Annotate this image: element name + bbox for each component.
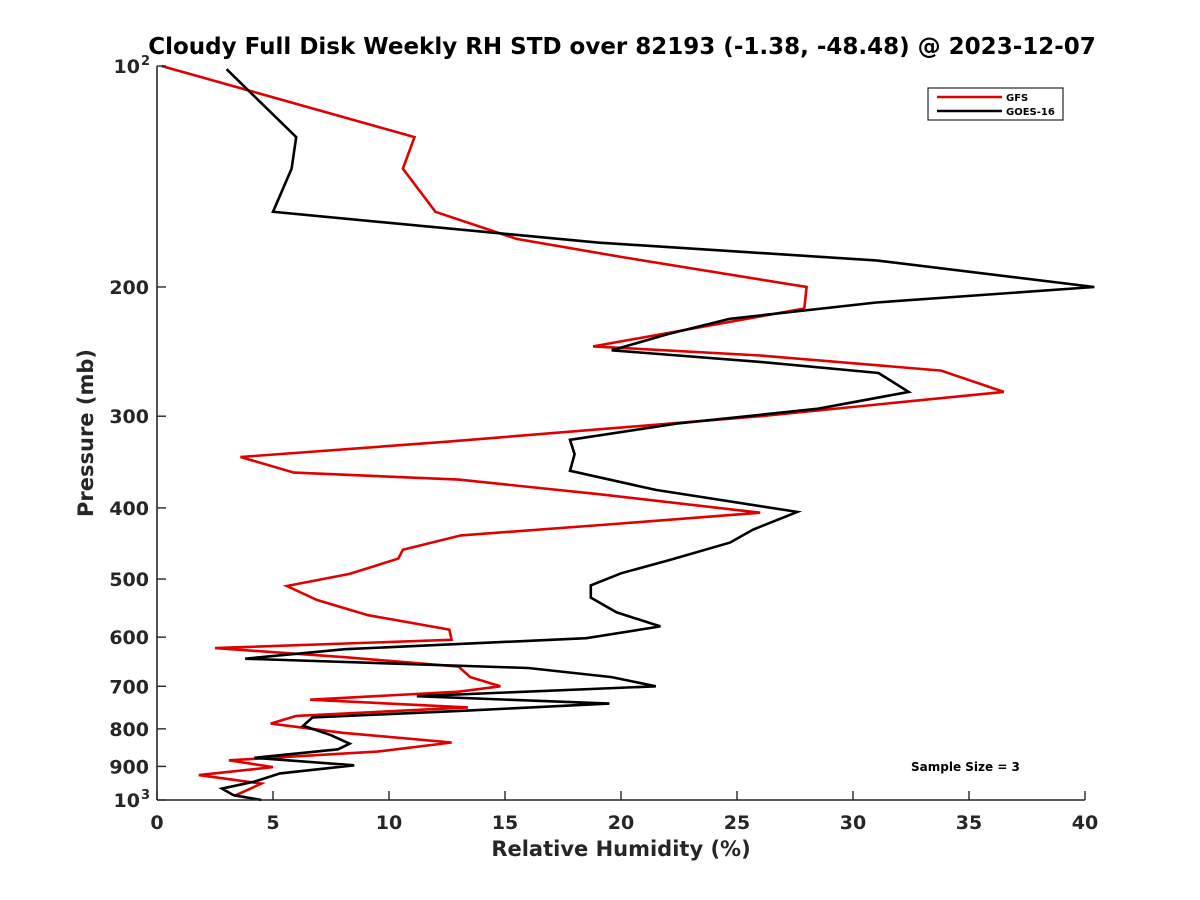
y-tick-label: 300	[109, 406, 149, 428]
y-tick-label: 10	[114, 790, 140, 812]
y-tick-label: 700	[109, 676, 149, 698]
x-tick-label: 15	[492, 812, 518, 834]
x-tick-label: 5	[266, 812, 279, 834]
y-tick-label-exponent: 3	[141, 788, 150, 803]
y-tick-label: 900	[109, 756, 149, 778]
series-line-goes16	[218, 68, 1095, 802]
x-tick-label: 25	[724, 812, 750, 834]
y-tick-label: 10	[114, 56, 140, 78]
x-tick-label: 0	[150, 812, 163, 834]
y-tick-label: 800	[109, 719, 149, 741]
y-tick-label: 200	[109, 277, 149, 299]
sample-size-annotation: Sample Size = 3	[911, 760, 1020, 774]
legend-box	[927, 87, 1064, 121]
x-tick-label: 30	[840, 812, 866, 834]
y-tick-label: 500	[109, 569, 149, 591]
x-axis-label: Relative Humidity (%)	[491, 837, 750, 861]
y-axis-label: Pressure (mb)	[74, 349, 98, 517]
chart-title: Cloudy Full Disk Weekly RH STD over 8219…	[148, 34, 1096, 60]
y-tick-label: 400	[109, 498, 149, 520]
series-layer	[161, 64, 1095, 802]
series-line-gfs	[161, 64, 1005, 797]
x-tick-label: 40	[1072, 812, 1098, 834]
x-tick-label: 10	[376, 812, 402, 834]
legend-label-gfs: GFS	[1006, 93, 1028, 104]
y-tick-label-exponent: 2	[141, 54, 150, 69]
x-tick-label: 20	[608, 812, 634, 834]
legend-label-goes16: GOES-16	[1006, 107, 1055, 118]
y-tick-label: 600	[109, 627, 149, 649]
x-tick-label: 35	[956, 812, 982, 834]
legend: GFS GOES-16	[927, 87, 1064, 121]
